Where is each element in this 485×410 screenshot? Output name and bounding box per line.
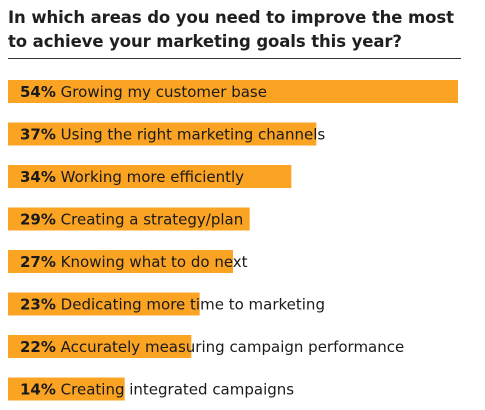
bar-category-label: Working more efficiently: [56, 168, 244, 186]
bar-label-6: 23% Dedicating more time to marketing: [20, 296, 325, 314]
bar-label-3: 34% Working more efficiently: [20, 168, 244, 186]
bar-1: [8, 80, 458, 103]
bar-category-label: Creating integrated campaigns: [56, 381, 294, 399]
bar-8: [8, 377, 125, 401]
bar-5: [8, 250, 233, 273]
bar-3: [8, 165, 292, 188]
bar-category-label: Dedicating more time to marketing: [56, 296, 325, 314]
bar-value-label: 23%: [20, 296, 56, 314]
bar-6: [8, 292, 200, 316]
bar-label-7: 22% Accurately measuring campaign perfor…: [20, 338, 404, 356]
bar-7: [8, 335, 192, 358]
bar-value-label: 54%: [20, 83, 56, 101]
chart-title: In which areas do you need to improve th…: [8, 8, 454, 51]
bar-value-label: 34%: [20, 168, 56, 186]
bar-label-4: 29% Creating a strategy/plan: [20, 211, 243, 229]
bar-label-8: 14% Creating integrated campaigns: [20, 381, 294, 399]
bar-category-label: Accurately measuring campaign performanc…: [56, 338, 404, 356]
bar-label-2: 37% Using the right marketing channels: [20, 126, 325, 144]
bar-value-label: 29%: [20, 211, 56, 229]
bar-value-label: 22%: [20, 338, 56, 356]
bar-value-label: 14%: [20, 381, 56, 399]
bar-value-label: 27%: [20, 253, 56, 271]
bar-category-label: Using the right marketing channels: [56, 126, 325, 144]
bar-label-1: 54% Growing my customer base: [20, 83, 267, 101]
bar-category-label: Knowing what to do next: [56, 253, 248, 271]
bar-category-label: Creating a strategy/plan: [56, 211, 243, 229]
bar-2: [8, 122, 317, 146]
bar-4: [8, 207, 250, 231]
bar-value-label: 37%: [20, 126, 56, 144]
title-underline: [8, 58, 461, 59]
bar-category-label: Growing my customer base: [56, 83, 267, 101]
bar-label-5: 27% Knowing what to do next: [20, 253, 248, 271]
